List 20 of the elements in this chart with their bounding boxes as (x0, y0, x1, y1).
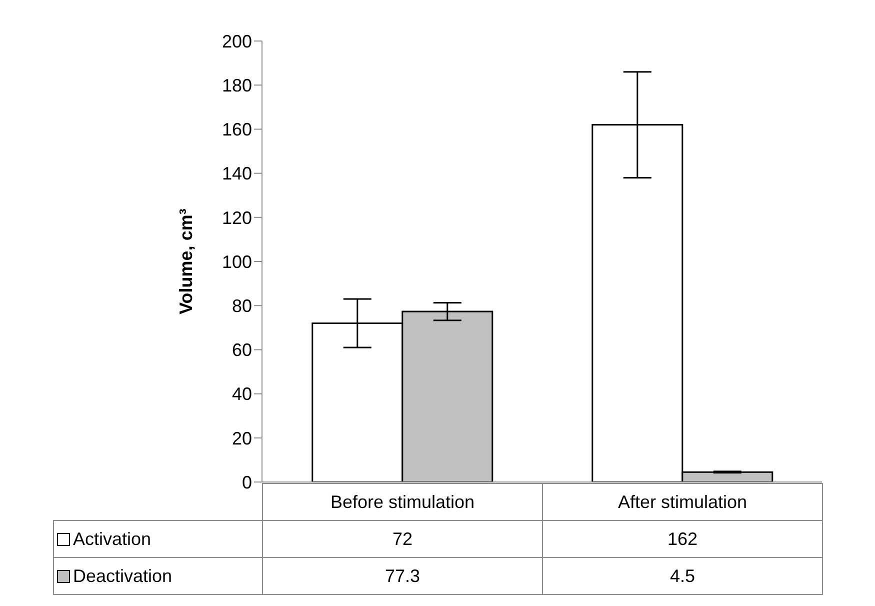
y-tick-label: 60 (232, 340, 252, 360)
y-tick-label: 160 (222, 120, 252, 140)
data-label: 72 (262, 520, 542, 558)
y-axis-title: Volume, cm³ (176, 208, 196, 314)
y-tick-label: 100 (222, 252, 252, 272)
x-tick-label: Before stimulation (262, 484, 542, 520)
y-tick-label: 120 (222, 208, 252, 228)
data-label: 77.3 (262, 558, 542, 594)
legend-label: Activation (54, 520, 262, 558)
y-tick-label: 80 (232, 296, 252, 316)
data-label: 162 (542, 520, 822, 558)
y-tick-label: 180 (222, 75, 252, 96)
y-tick-label: 200 (222, 31, 252, 52)
legend-label: Deactivation (54, 558, 262, 594)
y-tick-label: 140 (222, 164, 252, 184)
x-tick-label: After stimulation (542, 484, 822, 520)
y-tick-label: 40 (232, 384, 252, 404)
data-label: 4.5 (542, 558, 822, 594)
y-tick-label: 20 (232, 428, 252, 448)
y-tick-label: 0 (242, 472, 252, 492)
